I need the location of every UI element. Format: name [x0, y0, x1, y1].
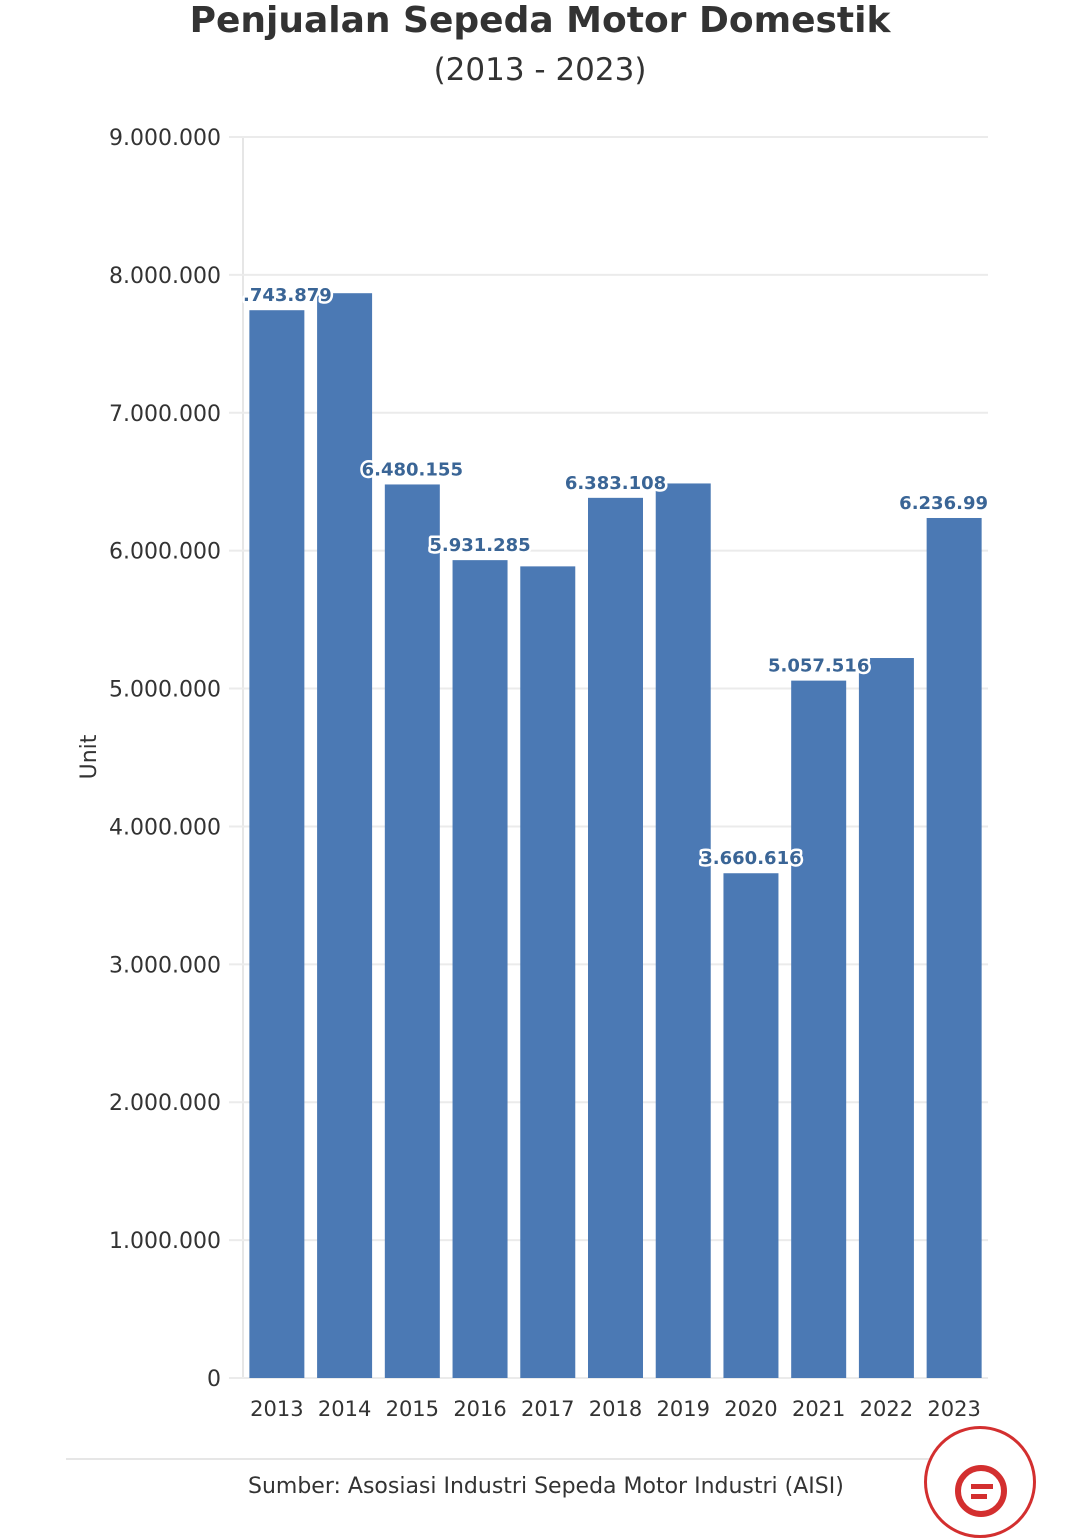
y-tick-label: 1.000.000: [109, 1229, 221, 1254]
x-tick-label: 2013: [250, 1397, 303, 1421]
y-tick-label: 2.000.000: [109, 1091, 221, 1116]
bar-2019: [655, 483, 711, 1378]
data-label: 5.931.285: [429, 535, 530, 556]
bar-2020: [723, 873, 779, 1378]
bar-2022: [858, 658, 914, 1378]
x-tick-label: 2020: [724, 1397, 777, 1421]
y-axis-label: Unit: [77, 734, 102, 779]
x-tick-label: 2023: [927, 1397, 980, 1421]
bar-2023: [926, 517, 982, 1378]
data-label: 6.480.155: [362, 459, 463, 480]
x-tick-label: 2014: [318, 1397, 371, 1421]
y-tick-label: 4.000.000: [109, 815, 221, 840]
y-tick-label: 6.000.000: [109, 540, 221, 565]
x-tick-label: 2019: [657, 1397, 710, 1421]
x-tick-label: 2016: [453, 1397, 506, 1421]
data-label: .743.879: [243, 285, 332, 306]
source-note: Sumber: Asosiasi Industri Sepeda Motor I…: [248, 1474, 844, 1499]
bar-2015: [384, 484, 440, 1378]
bar-2017: [520, 566, 576, 1378]
bars: [249, 293, 982, 1379]
y-tick-label: 7.000.000: [109, 402, 221, 427]
bar-2014: [317, 293, 373, 1379]
bar-2016: [452, 560, 508, 1378]
chat-bubble-icon[interactable]: [924, 1426, 1036, 1538]
y-tick-label: 0: [207, 1367, 221, 1392]
x-tick-label: 2022: [860, 1397, 913, 1421]
data-label: 5.057.516: [768, 656, 869, 677]
x-tick-label: 2015: [386, 1397, 439, 1421]
data-labels: .743.879 6.480.155 5.931.285 6.383.108 3.660…: [241, 283, 991, 872]
x-tick-label: 2021: [792, 1397, 845, 1421]
footer-divider: [66, 1458, 966, 1460]
bar-chart: 0 1.000.000 2.000.000 3.000.000 4.000.000 5.0…: [77, 126, 991, 1421]
data-label: 6.383.108: [565, 473, 666, 494]
bar-2013: [249, 310, 305, 1379]
data-label: 3.660.616: [700, 848, 801, 869]
tick-labels: 0 1.000.000 2.000.000 3.000.000 4.000.000 5.0…: [109, 126, 981, 1421]
y-tick-label: 5.000.000: [109, 678, 221, 703]
chart-subtitle: (2013 - 2023): [433, 52, 647, 88]
bar-2021: [791, 680, 847, 1378]
bar-2018: [588, 497, 643, 1378]
y-tick-label: 9.000.000: [109, 126, 221, 151]
data-label: 6.236.99: [899, 493, 988, 514]
x-tick-label: 2018: [589, 1397, 642, 1421]
chart-title: Penjualan Sepeda Motor Domestik: [189, 0, 891, 41]
x-tick-label: 2017: [521, 1397, 574, 1421]
y-tick-label: 8.000.000: [109, 264, 221, 289]
y-tick-label: 3.000.000: [109, 953, 221, 978]
